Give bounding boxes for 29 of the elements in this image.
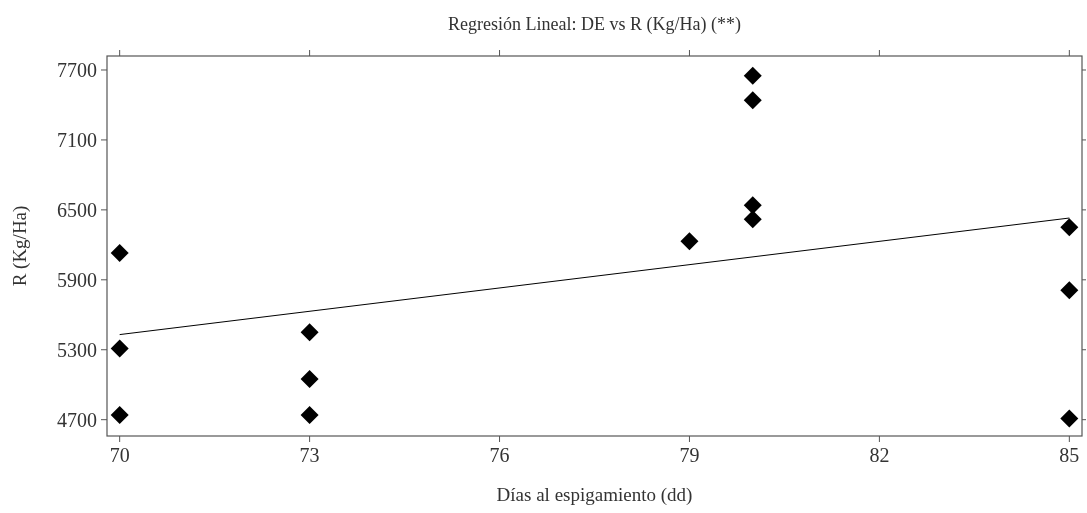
x-tick-label: 73 [299,444,320,466]
point [300,406,319,425]
point [110,406,129,425]
point [1060,218,1079,237]
y-tick-label: 4700 [57,408,97,431]
point [680,232,699,251]
x-tick-label: 82 [869,444,890,466]
point [110,243,129,262]
x-tick-label: 70 [109,444,130,466]
point [743,66,762,85]
y-tick-label: 7100 [57,128,97,151]
x-tick-label: 85 [1059,444,1080,466]
x-axis-title: Días al espigamiento (dd) [496,484,693,506]
point [743,210,762,229]
chart-title: Regresión Lineal: DE vs R (Kg/Ha) (**) [448,14,741,35]
point [1060,281,1079,300]
point [110,339,129,358]
point [300,369,319,388]
y-tick-label: 7700 [57,58,97,81]
y-axis-title: R (Kg/Ha) [9,205,31,287]
point [743,91,762,110]
point [1060,409,1079,428]
y-tick-label: 5900 [57,268,97,291]
y-tick-label: 5300 [57,338,97,361]
x-tick-label: 79 [679,444,700,466]
point [300,323,319,342]
point [743,196,762,215]
y-tick-label: 6500 [57,198,97,221]
x-tick-label: 76 [489,444,510,466]
